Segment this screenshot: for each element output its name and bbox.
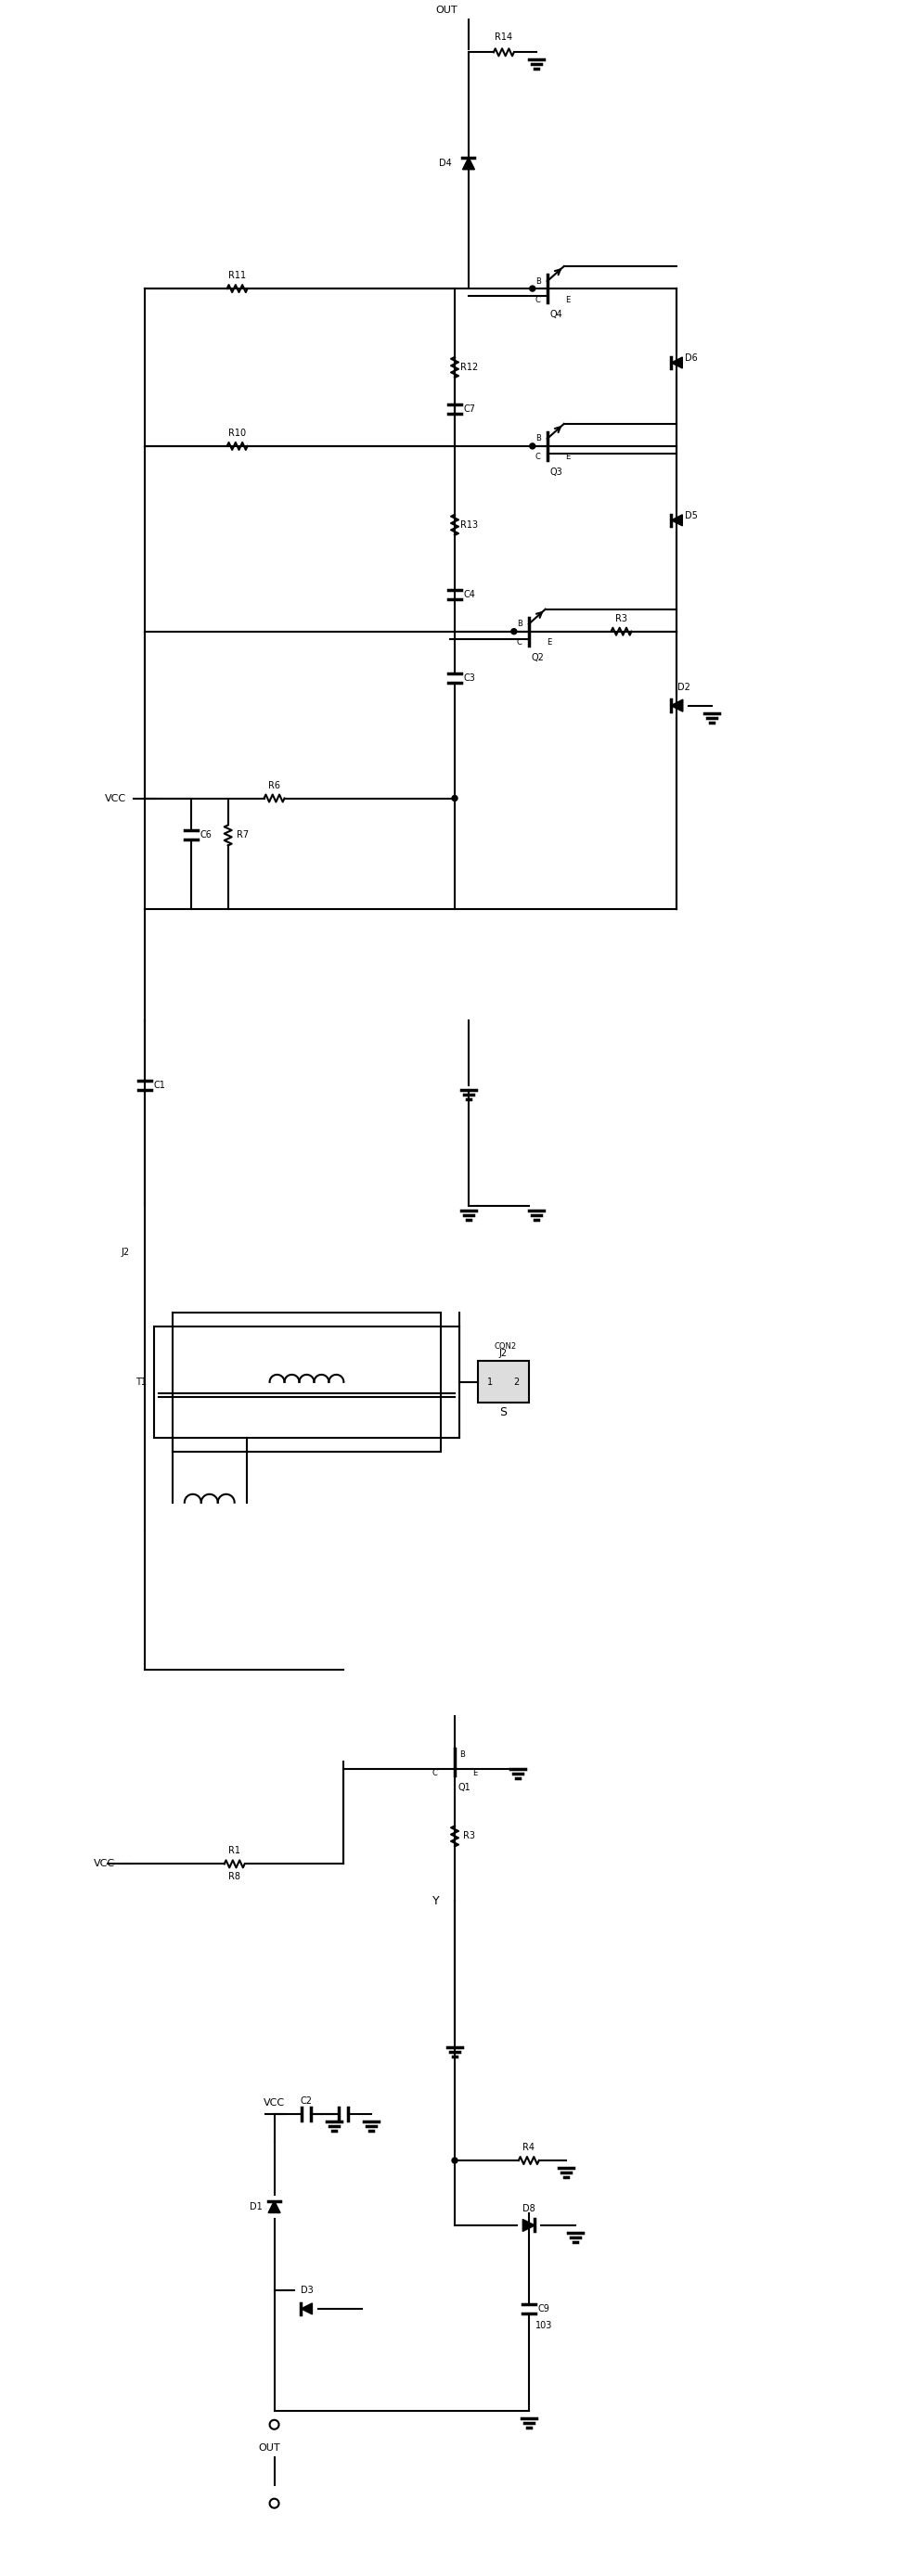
Text: 2: 2 xyxy=(514,1378,520,1386)
Polygon shape xyxy=(463,157,475,170)
Text: R3: R3 xyxy=(464,1832,476,1842)
Circle shape xyxy=(452,2159,458,2164)
Text: R4: R4 xyxy=(522,2143,534,2151)
Text: C: C xyxy=(535,296,541,304)
Text: VCC: VCC xyxy=(104,793,126,804)
Polygon shape xyxy=(671,701,683,711)
Text: R10: R10 xyxy=(229,428,246,438)
Text: D1: D1 xyxy=(250,2202,263,2210)
Text: C3: C3 xyxy=(464,672,476,683)
Text: C9: C9 xyxy=(538,2303,550,2313)
Text: 103: 103 xyxy=(535,2321,552,2331)
Text: OUT: OUT xyxy=(436,5,458,15)
Text: R6: R6 xyxy=(268,781,280,791)
Text: R13: R13 xyxy=(460,520,479,531)
Text: D4: D4 xyxy=(439,160,452,167)
Polygon shape xyxy=(268,2200,280,2213)
Text: Q2: Q2 xyxy=(532,652,544,662)
Text: OUT: OUT xyxy=(259,2442,281,2452)
Text: E: E xyxy=(546,639,552,647)
Polygon shape xyxy=(672,358,683,368)
Text: R11: R11 xyxy=(229,270,246,281)
Text: Y: Y xyxy=(433,1896,440,1906)
Text: C6: C6 xyxy=(199,829,211,840)
Text: Q4: Q4 xyxy=(550,309,563,319)
Text: CON2: CON2 xyxy=(494,1342,516,1350)
Circle shape xyxy=(530,443,535,448)
Text: C1: C1 xyxy=(154,1082,166,1090)
Text: C7: C7 xyxy=(464,404,476,415)
Text: VCC: VCC xyxy=(264,2099,285,2107)
Text: C: C xyxy=(517,639,522,647)
Circle shape xyxy=(452,796,458,801)
Text: B: B xyxy=(517,621,522,629)
Text: J2: J2 xyxy=(499,1350,508,1358)
Text: B: B xyxy=(535,435,541,443)
Polygon shape xyxy=(301,2303,312,2313)
Text: R8: R8 xyxy=(229,1873,241,1880)
Text: B: B xyxy=(535,278,541,286)
Text: T1: T1 xyxy=(135,1378,146,1386)
Bar xyxy=(478,1360,529,1404)
Text: D2: D2 xyxy=(678,683,691,693)
Text: D5: D5 xyxy=(685,510,698,520)
Text: E: E xyxy=(565,296,570,304)
Text: C2: C2 xyxy=(301,2097,313,2105)
Text: R14: R14 xyxy=(495,33,512,41)
Circle shape xyxy=(530,286,535,291)
Polygon shape xyxy=(522,2221,534,2231)
Text: Q1: Q1 xyxy=(458,1783,470,1793)
Text: R1: R1 xyxy=(229,1847,241,1855)
Text: D6: D6 xyxy=(685,353,698,363)
Text: E: E xyxy=(473,1770,478,1777)
Text: D8: D8 xyxy=(522,2205,535,2213)
Text: 1: 1 xyxy=(487,1378,493,1386)
Text: E: E xyxy=(565,453,570,461)
Text: Q3: Q3 xyxy=(550,466,563,477)
Text: J2: J2 xyxy=(122,1247,130,1257)
Polygon shape xyxy=(672,515,683,526)
Text: R7: R7 xyxy=(237,829,249,840)
Text: R3: R3 xyxy=(615,613,628,623)
Text: C: C xyxy=(432,1770,437,1777)
Text: R12: R12 xyxy=(460,363,479,371)
Text: S: S xyxy=(500,1406,507,1419)
Text: C: C xyxy=(535,453,541,461)
Text: D3: D3 xyxy=(300,2285,313,2295)
Text: B: B xyxy=(459,1752,465,1759)
Text: C4: C4 xyxy=(464,590,476,600)
Text: VCC: VCC xyxy=(94,1860,115,1868)
Circle shape xyxy=(511,629,517,634)
